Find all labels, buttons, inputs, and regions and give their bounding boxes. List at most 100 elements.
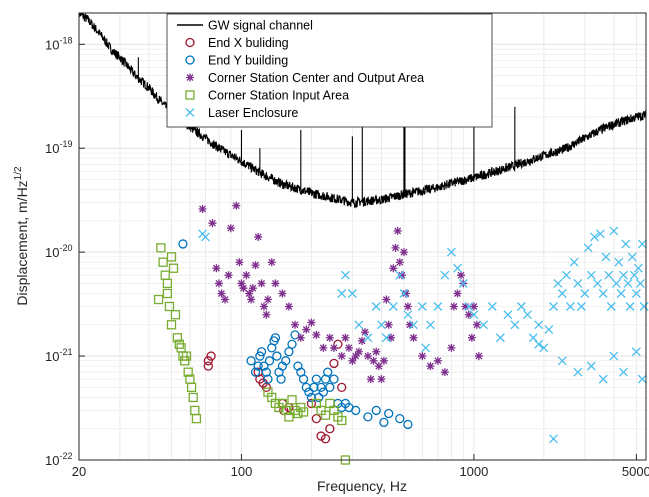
data-point <box>629 270 639 280</box>
marker-circle <box>185 55 195 65</box>
data-point <box>166 320 177 330</box>
data-point <box>293 408 303 419</box>
data-point <box>409 333 418 342</box>
marker-cross <box>589 232 599 242</box>
data-point <box>619 367 628 377</box>
data-point <box>425 320 435 330</box>
data-point <box>539 343 549 353</box>
marker-cross <box>598 289 608 298</box>
marker-circle <box>363 412 373 422</box>
marker-asterisk <box>217 289 226 298</box>
data-point <box>363 333 373 343</box>
y-axis-label-exponent: 1/2 <box>13 166 24 180</box>
data-point <box>253 361 263 371</box>
data-point <box>291 320 300 329</box>
data-point <box>329 343 338 352</box>
data-point <box>203 356 213 366</box>
data-point <box>549 302 558 311</box>
marker-cross <box>549 434 558 444</box>
marker-asterisk <box>397 271 406 280</box>
marker-asterisk <box>224 271 233 280</box>
data-point <box>609 226 619 236</box>
marker-cross <box>561 270 571 280</box>
data-point <box>409 320 419 330</box>
series-asterisk-points <box>198 201 483 384</box>
marker-asterisk <box>251 261 260 270</box>
data-point <box>366 375 375 384</box>
data-point <box>363 352 372 361</box>
data-point <box>296 333 305 342</box>
legend-entry-label: End X buliding <box>208 36 289 50</box>
data-point <box>433 302 443 311</box>
marker-circle <box>325 382 335 393</box>
data-point <box>166 252 177 262</box>
marker-asterisk <box>354 347 363 356</box>
marker-asterisk <box>467 333 476 342</box>
data-point <box>635 278 645 288</box>
marker-asterisk <box>382 295 391 304</box>
marker-square <box>298 407 309 417</box>
marker-cross <box>580 289 590 298</box>
marker-cross <box>583 243 593 253</box>
data-point <box>178 239 188 249</box>
data-point <box>251 261 260 270</box>
legend-entry-label: GW signal channel <box>208 19 313 33</box>
data-point <box>281 356 291 366</box>
data-point <box>306 392 317 403</box>
marker-circle <box>270 333 281 343</box>
data-point <box>263 295 272 304</box>
data-point <box>561 270 571 280</box>
data-point <box>576 302 586 311</box>
data-point <box>262 310 271 319</box>
marker-circle <box>261 367 272 377</box>
marker-cross <box>595 229 605 239</box>
data-point <box>516 302 526 311</box>
data-point <box>307 318 316 327</box>
marker-asterisk <box>271 279 280 288</box>
marker-square <box>162 278 173 289</box>
marker-cross <box>337 289 347 298</box>
marker-circle <box>253 361 263 371</box>
data-point <box>354 320 364 330</box>
marker-cross <box>557 289 567 298</box>
data-point <box>469 310 479 320</box>
data-point <box>616 289 626 298</box>
marker-asterisk <box>257 279 266 288</box>
data-point <box>604 270 614 280</box>
data-point <box>528 333 538 343</box>
marker-circle <box>311 374 322 384</box>
data-point <box>369 356 378 365</box>
data-point <box>565 302 575 311</box>
marker-cross <box>425 320 435 330</box>
marker-cross <box>576 302 586 311</box>
marker-asterisk <box>212 264 221 273</box>
marker-cross <box>601 252 611 262</box>
data-point <box>461 302 470 311</box>
plot-frame <box>78 12 647 461</box>
marker-asterisk <box>302 325 311 334</box>
marker-circle <box>403 419 413 430</box>
data-point <box>474 352 483 361</box>
data-point <box>237 279 246 288</box>
marker-asterisk <box>447 343 456 352</box>
marker-cross <box>516 302 526 311</box>
marker-cross <box>609 351 619 361</box>
marker-cross <box>528 333 538 343</box>
marker-cross <box>479 320 488 330</box>
marker-square <box>277 398 288 409</box>
marker-asterisk <box>372 347 381 356</box>
data-point <box>329 358 339 369</box>
data-point <box>388 302 398 311</box>
marker-square <box>186 382 197 393</box>
marker-square <box>166 320 177 330</box>
data-point <box>433 356 442 365</box>
legend-entry-label: Corner Station Input Area <box>208 89 349 103</box>
data-point <box>348 356 357 365</box>
data-point <box>384 320 393 329</box>
marker-circle <box>255 351 265 361</box>
marker-cross <box>417 302 427 311</box>
data-point <box>276 374 286 384</box>
data-point <box>609 351 619 361</box>
marker-cross <box>371 302 381 311</box>
marker-cross <box>388 302 398 311</box>
